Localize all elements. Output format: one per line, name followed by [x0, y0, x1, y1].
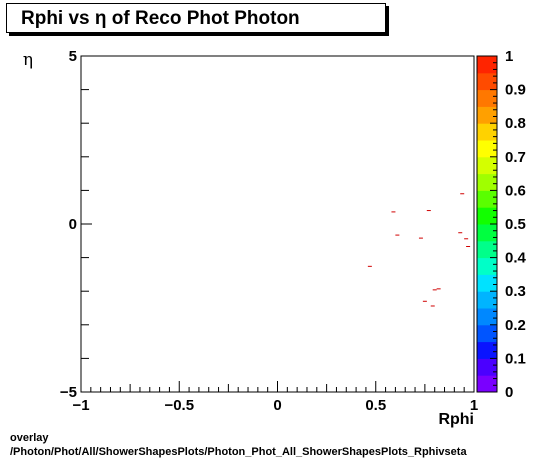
colorbar-segment: [477, 308, 497, 326]
colorbar-segment: [477, 156, 497, 175]
x-axis: −1 −0.5 0 0.5 1: [72, 381, 478, 414]
colorbar-tick-label: 0.4: [505, 250, 527, 267]
footer-overlay: overlay: [10, 432, 49, 444]
colorbar-segment: [477, 190, 497, 208]
colorbar-segment: [477, 257, 497, 275]
x-tick-label: −1: [72, 397, 89, 414]
colorbar-tick-label: 0.2: [505, 317, 526, 334]
colorbar-segment: [477, 106, 497, 124]
footer-path: /Photon/Phot/All/ShowerShapesPlots/Photo…: [10, 446, 467, 458]
colorbar: 0 0.1 0.2 0.3 0.4 0.5 0.6 0.7 0.8 0.9 1: [476, 48, 527, 401]
colorbar-tick-label: 0.6: [505, 182, 526, 199]
chart-title: Rphi vs η of Reco Phot Photon: [21, 8, 300, 29]
colorbar-segment: [477, 274, 497, 292]
y-axis-label: η: [23, 50, 33, 70]
y-tick-label: 0: [69, 216, 77, 233]
x-tick-label: 1: [470, 397, 478, 414]
colorbar-tick-label: 0.8: [505, 115, 526, 132]
colorbar-segment: [477, 173, 497, 191]
x-tick-label: 0.5: [365, 397, 386, 414]
y-tick-label: 5: [69, 48, 77, 65]
colorbar-segment: [477, 207, 497, 225]
plot-frame: [80, 55, 475, 393]
y-tick-label: −5: [60, 384, 77, 401]
colorbar-segment: [477, 291, 497, 309]
y-axis: −5 0 5: [60, 48, 92, 401]
colorbar-tick-label: 0.1: [505, 350, 526, 367]
colorbar-segment: [477, 375, 497, 393]
colorbar-segment: [477, 56, 497, 74]
colorbar-segment: [477, 123, 497, 141]
colorbar-tick-label: 0.5: [505, 216, 526, 233]
colorbar-tick-label: 0.7: [505, 149, 526, 166]
colorbar-segment: [477, 72, 497, 91]
colorbar-segment: [477, 341, 497, 359]
chart-title-box: Rphi vs η of Reco Phot Photon: [6, 3, 386, 33]
colorbar-tick-label: 0.3: [505, 283, 526, 300]
colorbar-segment: [477, 324, 497, 343]
colorbar-segment: [477, 224, 497, 242]
colorbar-segment: [477, 140, 497, 158]
colorbar-segment: [477, 358, 497, 376]
x-tick-label: 0: [273, 397, 281, 414]
x-axis-label: Rphi: [438, 411, 474, 428]
data-points: [367, 193, 471, 307]
x-tick-label: −0.5: [164, 397, 194, 414]
colorbar-tick-label: 0.9: [505, 82, 526, 99]
colorbar-segment: [477, 240, 497, 259]
colorbar-tick-label: 0: [505, 384, 513, 401]
colorbar-tick-label: 1: [505, 48, 513, 65]
colorbar-segment: [477, 89, 497, 107]
